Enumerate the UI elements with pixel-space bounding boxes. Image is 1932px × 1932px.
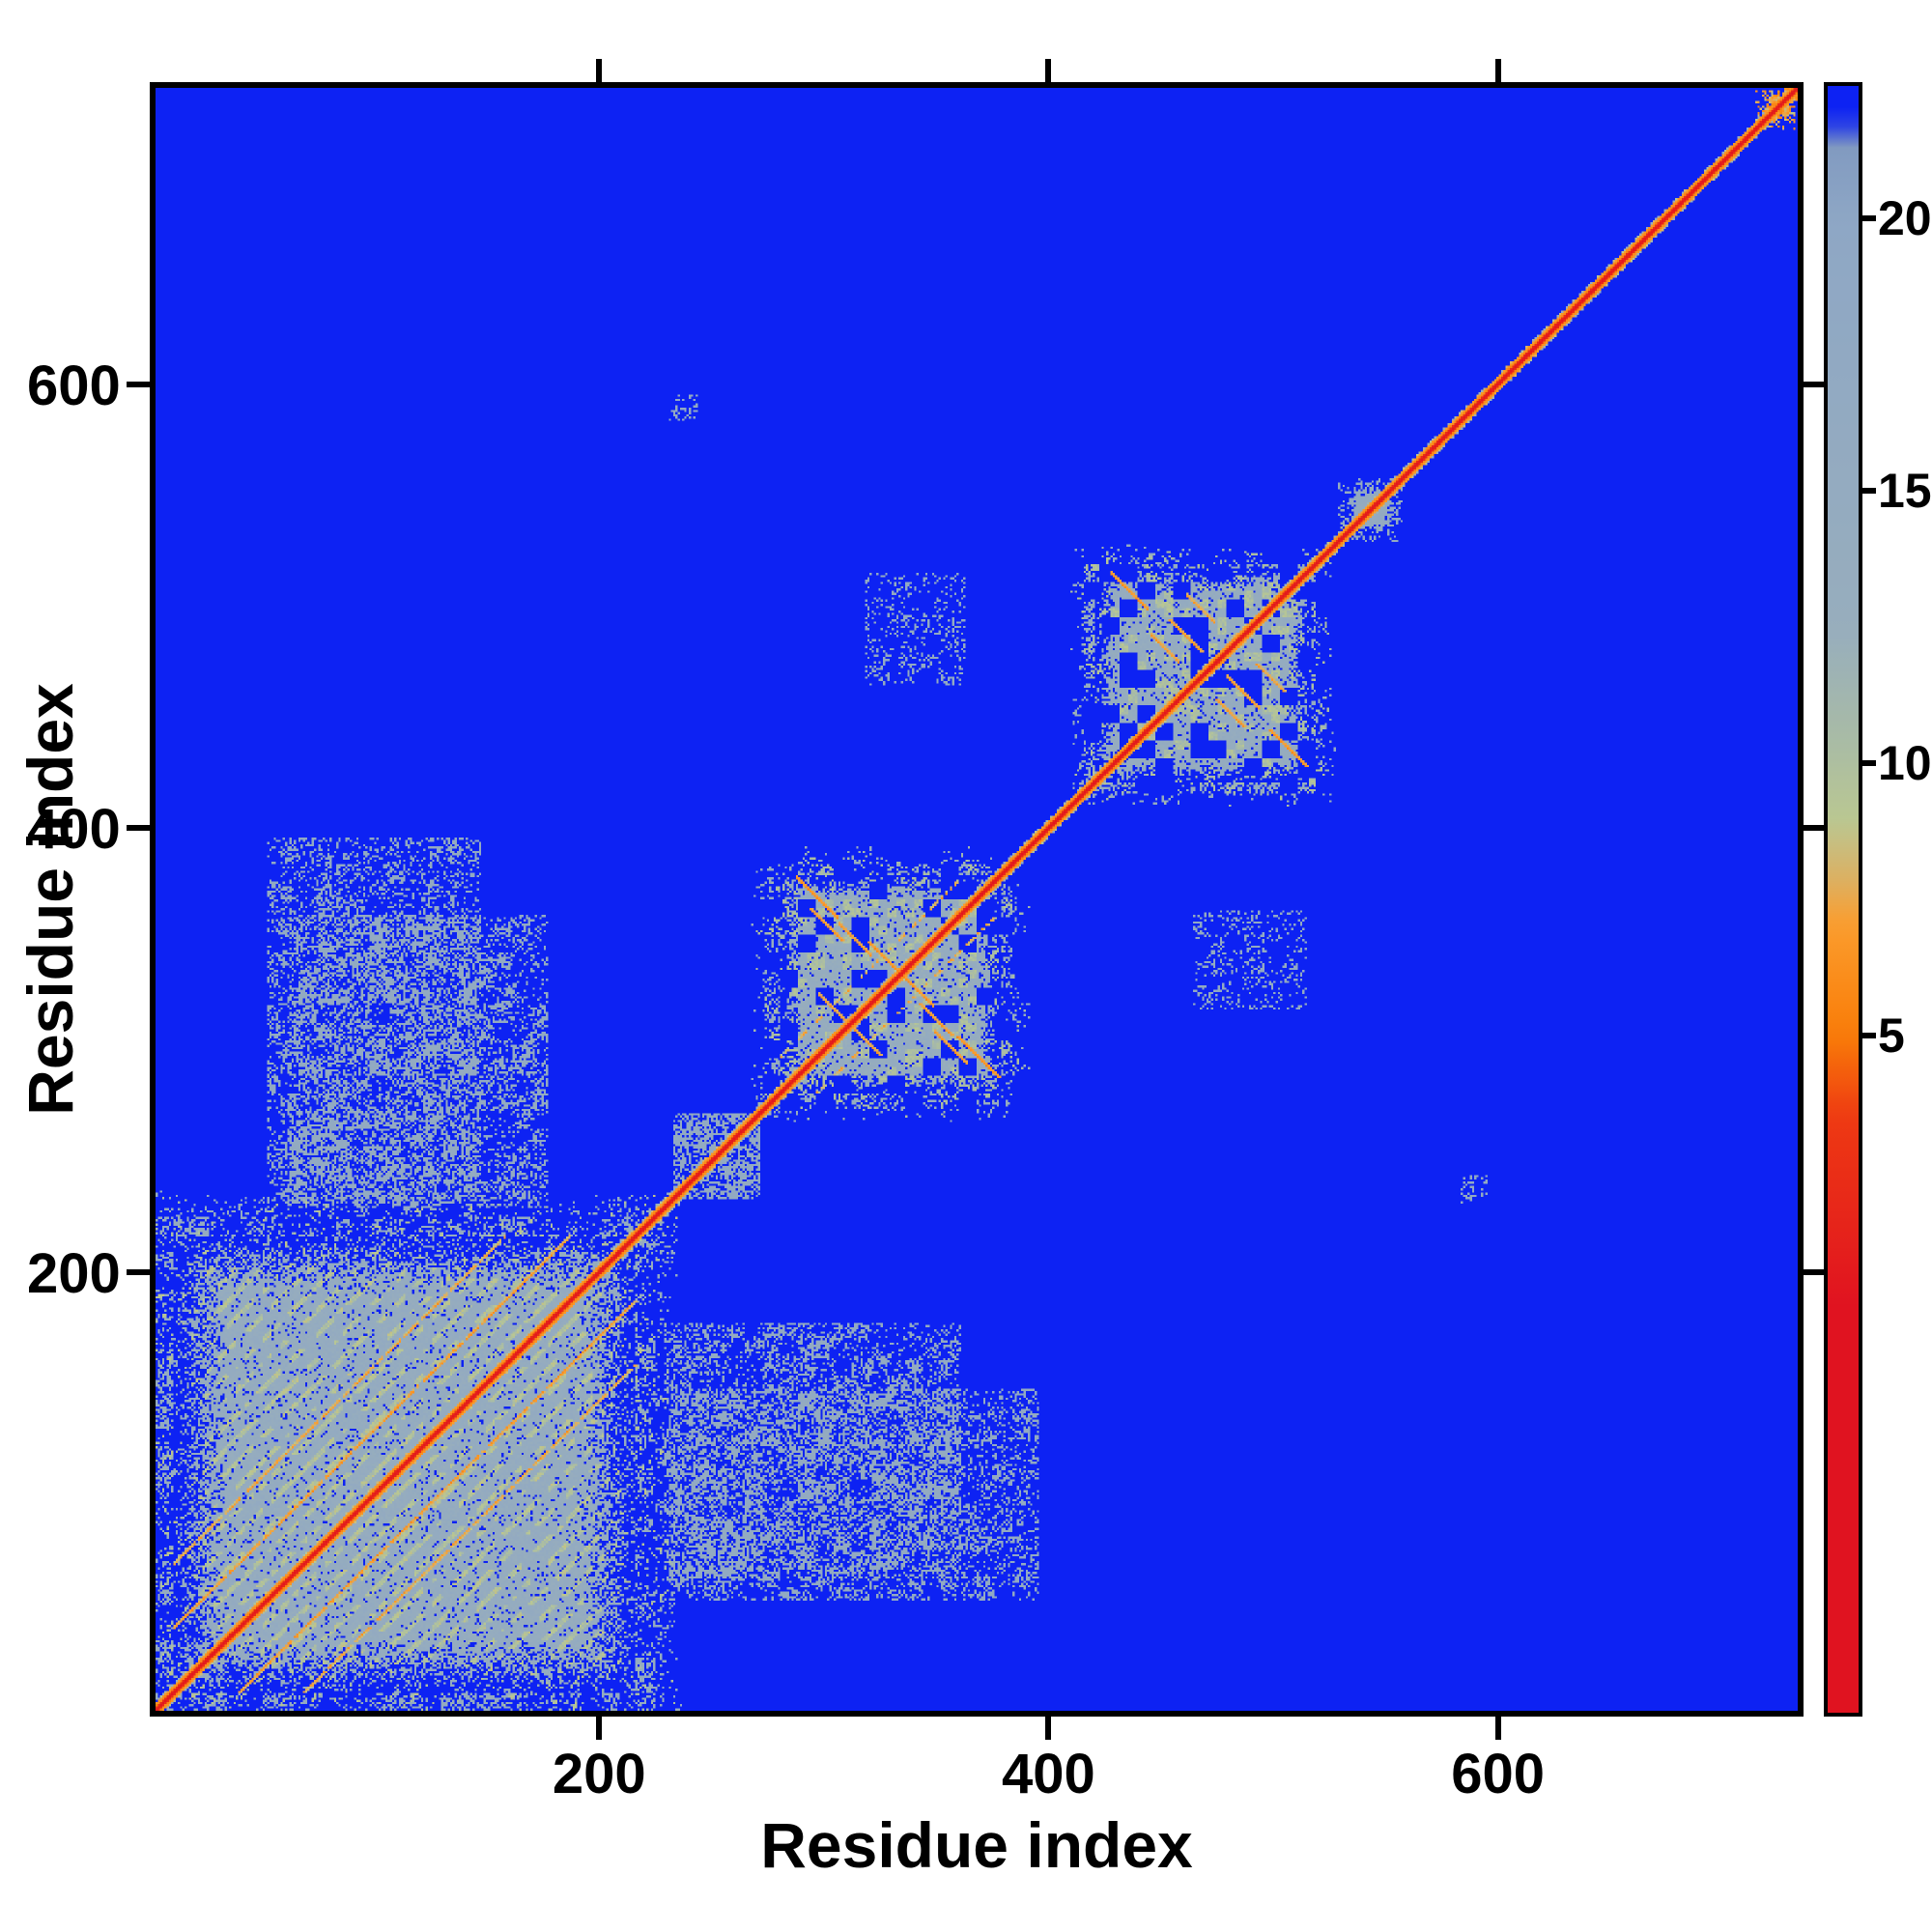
plot-area [150, 82, 1804, 1717]
x-tick-mark-top [1045, 59, 1052, 82]
x-tick-mark [1045, 1717, 1052, 1740]
x-tick-mark [1494, 1717, 1501, 1740]
colorbar-tick-label: 15 [1878, 464, 1932, 518]
x-tick-label: 600 [1451, 1743, 1546, 1805]
colorbar-tick-label: 5 [1878, 1009, 1905, 1063]
y-tick-label: 400 [27, 798, 121, 862]
y-tick-mark [127, 825, 150, 832]
y-tick-mark [127, 381, 150, 387]
heatmap-canvas [156, 88, 1798, 1711]
y-tick-mark-right [1804, 1269, 1827, 1276]
colorbar [1824, 82, 1862, 1717]
x-tick-label: 200 [552, 1743, 646, 1805]
colorbar-tick-mark [1862, 215, 1876, 221]
y-tick-label: 200 [27, 1242, 121, 1306]
x-tick-mark [596, 1717, 603, 1740]
y-tick-label: 600 [27, 354, 121, 417]
x-axis-title: Residue index [760, 1809, 1193, 1881]
x-tick-label: 400 [1002, 1743, 1095, 1805]
y-tick-mark-right [1804, 825, 1827, 832]
colorbar-tick-label: 20 [1878, 191, 1932, 245]
colorbar-tick-label: 10 [1878, 736, 1932, 790]
colorbar-tick-mark [1862, 1033, 1876, 1038]
colorbar-tick-mark [1862, 488, 1876, 494]
y-tick-mark-right [1804, 381, 1827, 387]
x-tick-mark-top [1494, 59, 1501, 82]
y-tick-mark [127, 1269, 150, 1276]
x-tick-mark-top [596, 59, 603, 82]
colorbar-gradient [1828, 86, 1859, 1713]
y-axis-title: Residue index [14, 683, 86, 1116]
colorbar-tick-mark [1862, 760, 1876, 766]
